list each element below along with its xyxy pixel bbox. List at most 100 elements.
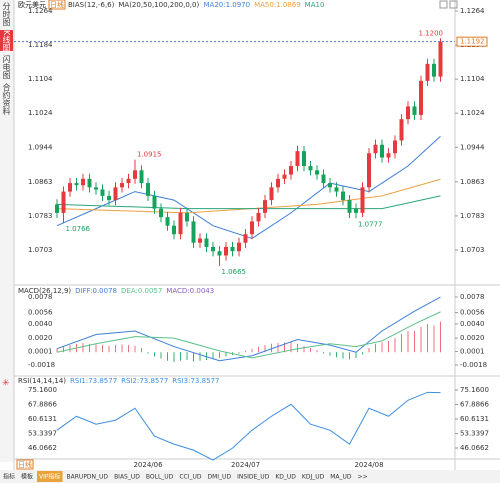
y-tick-label: -0.0018 [460, 361, 487, 369]
candle-body [425, 63, 430, 81]
candle-body [152, 195, 157, 209]
y-tick-label: 1.1184 [28, 41, 53, 49]
candle-body [217, 251, 222, 256]
tab[interactable]: BOLL_UD [146, 474, 174, 481]
icon[interactable]: ✳ [2, 379, 10, 389]
tab[interactable]: KD_UD [275, 474, 296, 481]
annotation: 1.0777 [358, 220, 383, 228]
candle-body [412, 106, 417, 115]
y-tick-label: -0.0018 [28, 361, 55, 369]
sidebar-tab[interactable]: 闪电图 [2, 55, 11, 79]
period-box [48, 0, 66, 10]
legend-text: 日线 [50, 0, 64, 9]
line [56, 195, 441, 210]
candle-body [224, 246, 228, 256]
candle-body [146, 183, 150, 196]
candle-body [74, 183, 79, 186]
annotation: 1.1200 [419, 29, 444, 37]
legend-text: BIAS(12,-6,6) [68, 1, 115, 9]
candle-body [399, 119, 404, 141]
y-tick-label: 0.0056 [460, 309, 485, 317]
candle-body [386, 153, 391, 158]
tab[interactable]: KDJ_UD [302, 474, 325, 481]
candle-body [100, 189, 105, 196]
tab-active [37, 471, 63, 482]
legend-text: MA50:1.0869 [254, 1, 301, 9]
y-tick-label: 1.1104 [28, 75, 53, 83]
y-tick-label: 1.0703 [28, 246, 53, 254]
legend-text: DEA:0.0057 [121, 287, 162, 295]
y-tick-label: 1.0703 [460, 246, 485, 254]
candle-body [328, 183, 332, 188]
legend-text: MACD:0.0043 [166, 287, 214, 295]
candle-body [347, 200, 352, 213]
sidebar-tab[interactable]: 分时图 [2, 2, 11, 26]
candle-body [419, 80, 423, 115]
tab[interactable]: 指标 [3, 473, 15, 481]
legend-text: RSI1:73.8577 [70, 377, 117, 385]
y-tick-label: 1.0863 [28, 178, 53, 186]
tab[interactable]: 模板 [21, 473, 33, 481]
y-tick-label: 0.0001 [460, 348, 485, 356]
candle-body [81, 178, 85, 186]
y-tick-label: 75.1600 [460, 386, 489, 394]
candle-body [165, 217, 170, 226]
y-tick-label: 53.3397 [460, 430, 489, 438]
legend-text: RSI3:73.8577 [172, 377, 219, 385]
candle-body [269, 187, 274, 201]
sidebar-tab[interactable]: 合约资料 [2, 83, 11, 115]
tab[interactable]: BARUPDN_UD [67, 474, 109, 481]
candle-body [360, 187, 365, 213]
y-tick-label: 1.1104 [460, 75, 485, 83]
candle-body [263, 200, 267, 213]
candle-body [113, 187, 118, 201]
x-axis-period: 日线 [18, 460, 32, 469]
y-tick-label: 1.0944 [28, 143, 53, 151]
candle-body [185, 212, 189, 222]
period-box [16, 459, 34, 470]
tab[interactable]: CCI_UD [179, 474, 202, 481]
y-tick-label: 60.6131 [460, 415, 489, 423]
tab[interactable]: >> [358, 474, 368, 481]
y-tick-label: 0.0040 [28, 320, 53, 328]
candle-body [289, 166, 293, 175]
candle-body [198, 238, 202, 243]
tab[interactable]: BIAS_UD [114, 474, 140, 481]
annotation: 1.0766 [66, 225, 91, 233]
y-tick-label: 0.0078 [28, 293, 53, 301]
icon[interactable] [439, 0, 448, 9]
x-tick-label: 2024/06 [133, 461, 163, 469]
tab[interactable]: MA_UD [330, 474, 352, 481]
y-tick-label: 67.8866 [28, 401, 57, 409]
y-tick-label: 46.0662 [460, 444, 489, 452]
y-tick-label: 0.0001 [28, 348, 53, 356]
x-tick-label: 2024/08 [354, 461, 383, 469]
candle-body [256, 212, 261, 222]
legend-text: MA(20,50,100,200,0,0) [118, 1, 199, 9]
candle-body [354, 208, 358, 213]
legend-text: MA10 [305, 1, 325, 9]
y-tick-label: 1.0783 [28, 212, 53, 220]
candle-body [126, 178, 131, 184]
tab[interactable]: VIP指标 [39, 473, 61, 481]
y-tick-label: 1.1024 [460, 109, 485, 117]
candle-body [321, 174, 326, 184]
last-price-box [456, 36, 488, 47]
legend-text: DIFF:0.0078 [75, 287, 117, 295]
candle-body [159, 208, 163, 218]
candle-body [367, 153, 371, 188]
x-tick-label: 2024/07 [231, 461, 260, 469]
legend-text: RSI2:73.8577 [121, 377, 168, 385]
sidebar-tab[interactable]: K线图 [0, 30, 13, 52]
candle-body [172, 225, 176, 235]
candle-body [250, 221, 254, 235]
line [56, 178, 441, 214]
candle-body [61, 191, 66, 213]
candle-body [87, 178, 92, 188]
tab[interactable]: DMI_UD [207, 474, 231, 481]
tab[interactable]: INSIDE_UD [237, 474, 270, 481]
icon[interactable] [449, 0, 458, 9]
y-tick-label: 0.0020 [28, 334, 53, 342]
